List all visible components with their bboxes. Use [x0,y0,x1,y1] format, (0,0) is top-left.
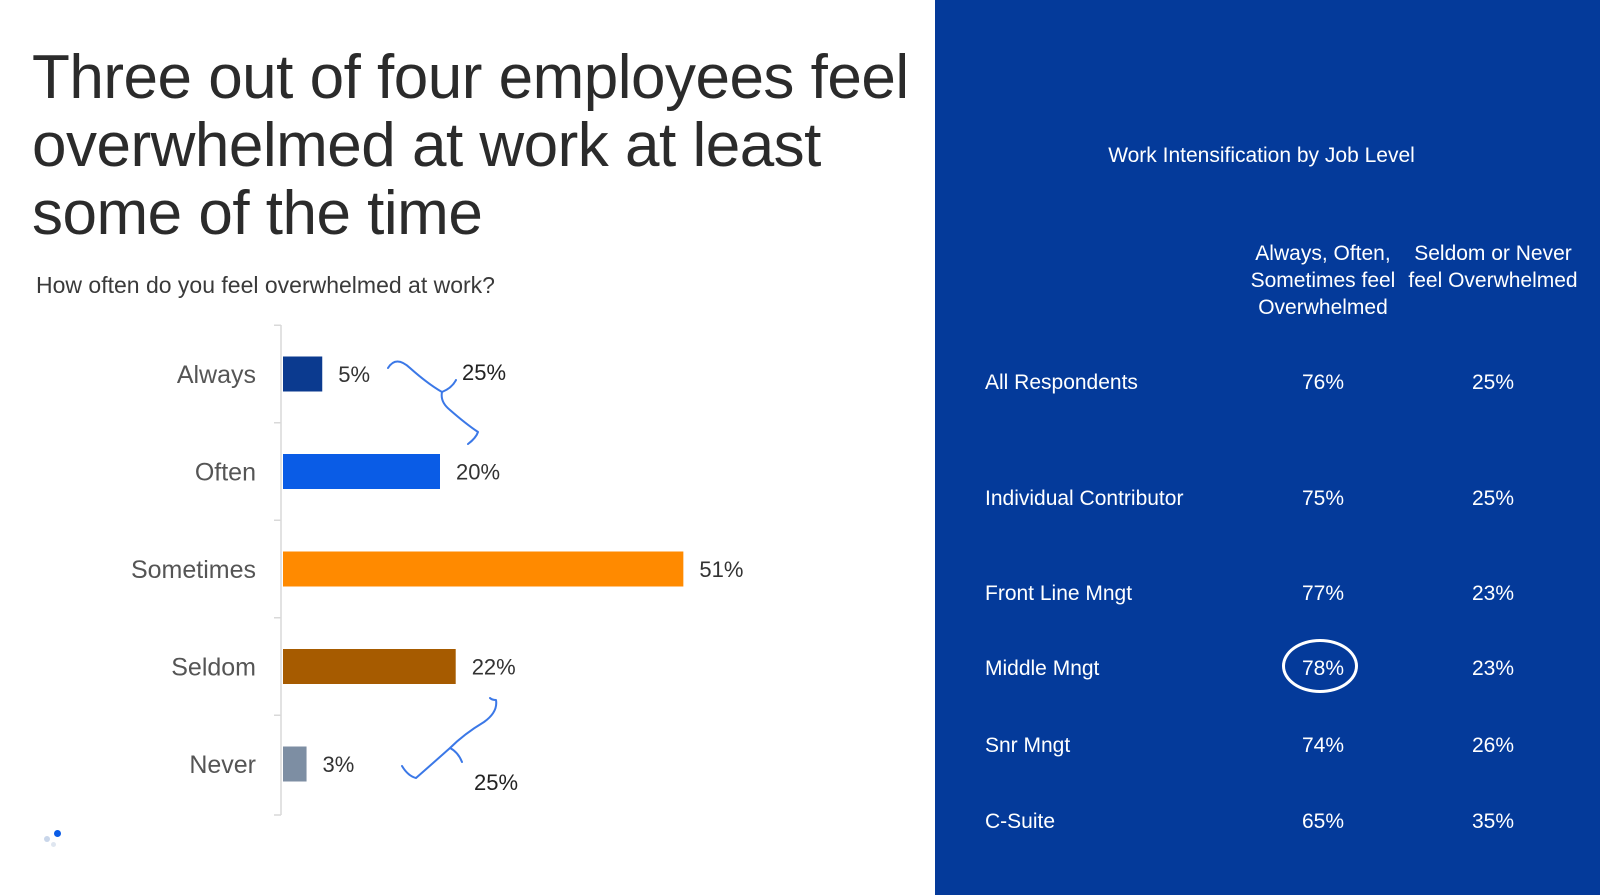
table-row: C-Suite 65% 35% [935,810,1600,840]
table-row: Snr Mngt 74% 26% [935,734,1600,764]
value-label: 51% [699,557,743,582]
chart-panel [0,0,935,895]
column-header-not-overwhelmed: Seldom or Never feel Overwhelmed [1408,242,1578,292]
bar-never [283,746,307,782]
bottom-group-annotation: 25% [474,770,519,795]
row-value-overwhelmed: 76% [1301,371,1345,394]
value-label: 5% [338,362,370,387]
bar-chart: Always 5% Often 20% Sometimes 51% Seldom 22% Nev… [131,324,743,816]
bar-often [283,454,440,489]
row-label: Snr Mngt [985,734,1071,757]
value-label: 3% [323,752,355,777]
category-label: Sometimes [131,556,256,584]
bar-seldom [283,649,456,684]
row-value-not-overwhelmed: 25% [1471,487,1515,510]
category-label: Always [177,361,256,389]
chart-question: How often do you feel overwhelmed at wor… [36,272,495,298]
row-label: Individual Contributor [985,487,1184,510]
table-row: All Respondents 76% 25% [935,371,1600,401]
row-label: C-Suite [985,810,1056,833]
value-label: 20% [456,460,500,485]
top-group-annotation: 25% [462,360,507,385]
category-label: Never [189,751,256,779]
row-value-overwhelmed: 75% [1301,487,1345,510]
row-value-overwhelmed: 77% [1301,582,1345,605]
table-title: Work Intensification by Job Level [935,144,1600,168]
table-title-text: Work Intensification by Job Level [1108,144,1415,167]
table-row: Front Line Mngt 77% 23% [935,582,1600,612]
row-value-not-overwhelmed: 35% [1471,810,1515,833]
row-value-not-overwhelmed: 25% [1471,371,1515,394]
row-value-not-overwhelmed: 23% [1471,657,1515,680]
row-value-not-overwhelmed: 26% [1471,734,1515,757]
bar-always [283,356,323,392]
bracket-bottom-icon [401,697,498,779]
row-value-not-overwhelmed: 23% [1471,582,1515,605]
loading-spinner-icon [42,830,62,850]
bar-sometimes [283,551,684,587]
category-label: Often [195,459,256,487]
row-label: All Respondents [985,371,1138,394]
row-label: Middle Mngt [985,657,1100,680]
bracket-top-icon [387,360,479,445]
highlight-circle [1282,639,1358,693]
column-header-overwhelmed: Always, Often, Sometimes feel Overwhelme… [1250,242,1396,319]
table-row-highlighted: Middle Mngt 78% 23% [935,657,1600,687]
table-panel [935,0,1600,895]
row-value-overwhelmed: 74% [1301,734,1345,757]
value-label: 22% [472,655,516,680]
row-label: Front Line Mngt [985,582,1133,605]
table-row: Individual Contributor 75% 25% [935,487,1600,517]
row-value-overwhelmed: 65% [1301,810,1345,833]
slide-headline: Three out of four employees feel overwhe… [32,43,909,248]
category-label: Seldom [171,654,256,682]
